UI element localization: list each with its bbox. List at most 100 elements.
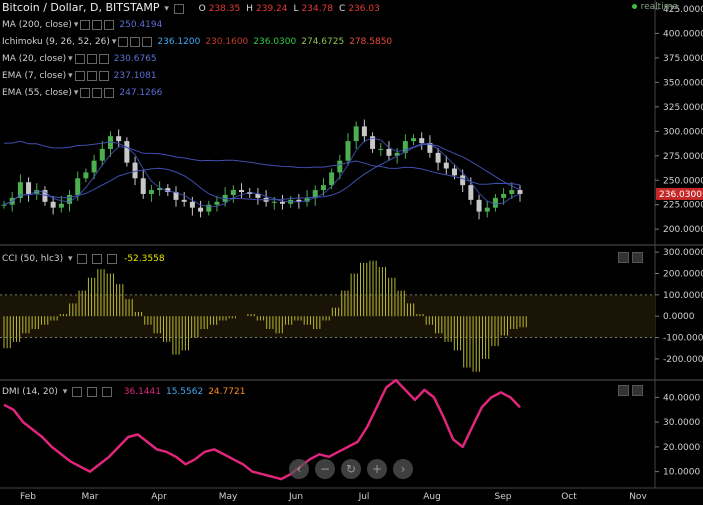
candle-body [443,162,449,169]
dmi-tick-label: 40.0000 [663,393,700,403]
pane-down-icon[interactable] [632,252,643,263]
ohlc-value: 239.24 [256,4,288,14]
indicator-value: 278.5850 [349,37,393,47]
price-tick-label: 400.0000 [663,29,703,39]
indicator-close-icon[interactable] [104,87,115,98]
ohlc-values: O 238.35 H 239.24 L 234.78 C 236.03 [193,4,380,14]
ohlc-key: H [246,4,253,14]
pane-up-icon[interactable] [618,385,629,396]
candle-body [214,201,220,205]
indicator-menu-caret-icon[interactable]: ▾ [111,37,117,47]
indicator-menu-caret-icon[interactable]: ▾ [73,88,79,98]
indicator-menu-caret-icon[interactable]: ▾ [68,71,73,81]
indicator-close-icon[interactable] [98,70,109,81]
candle-body [255,193,261,198]
indicator-eye-icon[interactable] [74,53,85,64]
zoom-out-button[interactable]: − [315,459,335,479]
candle-body [148,190,154,194]
indicator-eye-icon[interactable] [80,19,91,30]
dmi-eye-icon[interactable] [72,386,83,397]
candle-body [279,201,285,204]
candle-body [320,185,326,191]
indicator-eye-icon[interactable] [74,70,85,81]
candle-body [492,197,498,208]
reset-button[interactable]: ↻ [341,459,361,479]
indicator-menu-caret-icon[interactable]: ▾ [68,54,73,64]
month-label: Aug [423,492,441,502]
price-tick-label: 200.0000 [663,225,703,235]
cci-close-icon[interactable] [107,253,118,264]
indicator-label: MA (200, close) [2,20,72,30]
pane-down-icon[interactable] [632,385,643,396]
ohlc-value: 236.03 [348,4,380,14]
candle-body [370,136,376,149]
candle-body [239,190,245,193]
candle-body [345,141,351,161]
indicator-settings-icon[interactable] [86,70,97,81]
candle-body [386,148,392,156]
month-label: Mar [82,492,99,502]
cci-tick-label: -100.0000 [663,334,703,344]
indicator-eye-icon[interactable] [118,36,129,47]
price-tick-label: 225.0000 [663,201,703,211]
indicator-close-icon[interactable] [142,36,153,47]
candle-body [50,201,56,208]
realtime-label: realtime [640,2,678,12]
indicator-settings-icon[interactable] [92,19,103,30]
indicator-legend: EMA (55, close) ▾ 247.1266 [2,85,162,101]
indicator-settings-icon[interactable] [92,87,103,98]
settings-icon[interactable] [173,3,184,14]
candle-body [1,204,7,206]
indicator-legend: MA (200, close) ▾ 250.4194 [2,17,162,33]
rewind-button[interactable]: ‹ [289,459,309,479]
price-tick-label: 300.0000 [663,127,703,137]
indicator-settings-icon[interactable] [86,53,97,64]
dmi-tick-label: 10.0000 [663,468,700,478]
cci-menu-caret-icon[interactable]: ▾ [68,254,73,264]
indicator-menu-caret-icon[interactable]: ▾ [73,20,79,30]
month-label: Feb [20,492,36,502]
candle-body [484,207,490,212]
indicator-label: Ichimoku (9, 26, 52, 26) [2,37,110,47]
candle-body [312,190,318,198]
symbol-legend: Bitcoin / Dollar, D, BITSTAMP ▾ O 238.35 H… [2,0,380,17]
price-tick-label: 250.0000 [663,176,703,186]
candlestick-series [1,119,523,220]
month-label: Jul [358,492,370,502]
month-label: Jun [288,492,303,502]
candle-body [173,192,179,200]
candle-body [165,188,171,193]
candle-body [468,185,474,200]
candle-body [304,197,310,202]
axes: 425.0000 400.0000 375.0000 350.0000 325.0000… [20,5,703,502]
dmi-line-path [3,378,521,481]
cci-legend: CCI (50, hlc3) ▾ -52.3558 [2,251,165,267]
dmi-menu-caret-icon[interactable]: ▾ [62,387,68,397]
candle-body [116,136,122,142]
ohlc-key: L [293,4,299,14]
symbol-menu-caret-icon[interactable]: ▾ [164,4,169,14]
indicator-close-icon[interactable] [104,19,115,30]
candle-body [181,199,187,202]
indicator-value: 236.1200 [157,37,201,47]
indicator-settings-icon[interactable] [130,36,141,47]
cci-eye-icon[interactable] [77,253,88,264]
indicator-value: 250.4194 [119,20,163,30]
candle-body [17,182,23,198]
cci-settings-icon[interactable] [92,253,103,264]
candle-body [353,126,359,142]
zoom-in-button[interactable]: + [367,459,387,479]
dmi-settings-icon[interactable] [87,386,98,397]
indicator-eye-icon[interactable] [80,87,91,98]
indicator-close-icon[interactable] [98,53,109,64]
indicator-label: MA (20, close) [2,54,67,64]
indicator-label: EMA (55, close) [2,88,72,98]
indicator-value: 237.1081 [113,71,157,81]
dmi-close-icon[interactable] [101,386,112,397]
forward-button[interactable]: › [393,459,413,479]
dmi-value: 36.1441 [123,387,161,397]
candle-body [42,190,48,202]
candle-body [124,141,130,163]
dmi-tick-label: 20.0000 [663,443,700,453]
pane-up-icon[interactable] [618,252,629,263]
